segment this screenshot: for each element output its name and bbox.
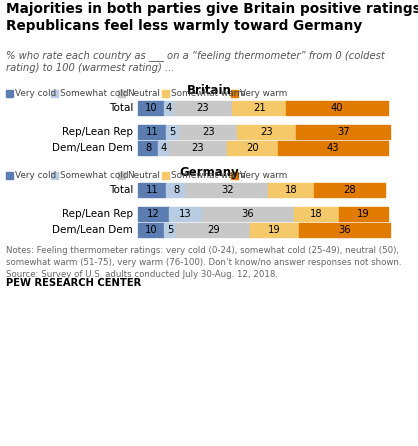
Text: Somewhat warm: Somewhat warm [171, 171, 246, 180]
Text: 21: 21 [253, 103, 265, 113]
Text: 36: 36 [241, 209, 254, 219]
Bar [278, 141, 388, 155]
Text: 5: 5 [167, 225, 173, 235]
Bar [162, 172, 169, 179]
Bar [51, 90, 58, 97]
Text: Somewhat cold: Somewhat cold [60, 89, 128, 98]
Text: Dem/Lean Dem: Dem/Lean Dem [52, 225, 133, 235]
Text: 23: 23 [260, 127, 273, 137]
Bar [286, 101, 388, 115]
Bar [166, 125, 179, 139]
Bar [231, 90, 238, 97]
Bar [231, 172, 238, 179]
Text: 13: 13 [179, 209, 191, 219]
Text: 5: 5 [169, 127, 176, 137]
Text: 23: 23 [191, 143, 204, 153]
Bar [314, 183, 385, 197]
Bar [179, 125, 237, 139]
Bar [186, 183, 268, 197]
Bar [298, 223, 390, 237]
Text: PEW RESEARCH CENTER: PEW RESEARCH CENTER [6, 278, 141, 288]
Bar [296, 125, 390, 139]
Text: Neutral: Neutral [127, 89, 160, 98]
Bar [51, 172, 58, 179]
Bar [293, 207, 339, 221]
Text: Rep/Lean Rep: Rep/Lean Rep [62, 209, 133, 219]
Bar [202, 207, 293, 221]
Text: 8: 8 [145, 143, 151, 153]
Bar [237, 125, 296, 139]
Bar [268, 183, 314, 197]
Text: 10: 10 [145, 103, 157, 113]
Text: 37: 37 [337, 127, 349, 137]
Bar [250, 223, 298, 237]
Bar [166, 183, 186, 197]
Bar [138, 101, 163, 115]
Bar [163, 223, 176, 237]
Text: Britain: Britain [186, 84, 232, 97]
Bar [118, 172, 125, 179]
Text: 28: 28 [343, 185, 356, 195]
Text: 23: 23 [197, 103, 209, 113]
Text: 20: 20 [247, 143, 259, 153]
Text: 11: 11 [145, 185, 158, 195]
Text: 10: 10 [145, 225, 157, 235]
Bar [168, 207, 202, 221]
Text: Total: Total [109, 185, 133, 195]
Text: Very warm: Very warm [240, 89, 288, 98]
Text: Total: Total [109, 103, 133, 113]
Text: Germany: Germany [179, 166, 239, 179]
Bar [6, 90, 13, 97]
Bar [118, 90, 125, 97]
Text: % who rate each country as ___ on a “feeling thermometer” from 0 (coldest
rating: % who rate each country as ___ on a “fee… [6, 50, 385, 73]
Bar [174, 101, 232, 115]
Text: Majorities in both parties give Britain positive ratings;
Republicans feel less : Majorities in both parties give Britain … [6, 2, 418, 33]
Text: 18: 18 [310, 209, 323, 219]
Text: Very cold: Very cold [15, 171, 56, 180]
Bar [138, 183, 166, 197]
Text: Somewhat cold: Somewhat cold [60, 171, 128, 180]
Text: 19: 19 [268, 225, 281, 235]
Text: 32: 32 [221, 185, 234, 195]
Text: 29: 29 [207, 225, 219, 235]
Bar [138, 223, 163, 237]
Text: 40: 40 [331, 103, 343, 113]
Bar [138, 125, 166, 139]
Text: 12: 12 [147, 209, 160, 219]
Bar [138, 207, 168, 221]
Text: 4: 4 [161, 143, 167, 153]
Text: 4: 4 [166, 103, 172, 113]
Text: Rep/Lean Rep: Rep/Lean Rep [62, 127, 133, 137]
Text: 23: 23 [202, 127, 214, 137]
Text: Notes: Feeling thermometer ratings: very cold (0-24), somewhat cold (25-49), neu: Notes: Feeling thermometer ratings: very… [6, 246, 402, 279]
Bar [227, 141, 278, 155]
Text: Very cold: Very cold [15, 89, 56, 98]
Text: Neutral: Neutral [127, 171, 160, 180]
Text: 18: 18 [285, 185, 297, 195]
Bar [163, 101, 174, 115]
Text: 43: 43 [327, 143, 339, 153]
Bar [176, 223, 250, 237]
Text: Dem/Lean Dem: Dem/Lean Dem [52, 143, 133, 153]
Text: 11: 11 [145, 127, 158, 137]
Text: Somewhat warm: Somewhat warm [171, 89, 246, 98]
Bar [339, 207, 388, 221]
Text: Very warm: Very warm [240, 171, 288, 180]
Bar [138, 141, 158, 155]
Bar [158, 141, 168, 155]
Text: 8: 8 [173, 185, 179, 195]
Bar [6, 172, 13, 179]
Bar [232, 101, 286, 115]
Bar [162, 90, 169, 97]
Text: 19: 19 [357, 209, 370, 219]
Text: 36: 36 [338, 225, 351, 235]
Bar [168, 141, 227, 155]
